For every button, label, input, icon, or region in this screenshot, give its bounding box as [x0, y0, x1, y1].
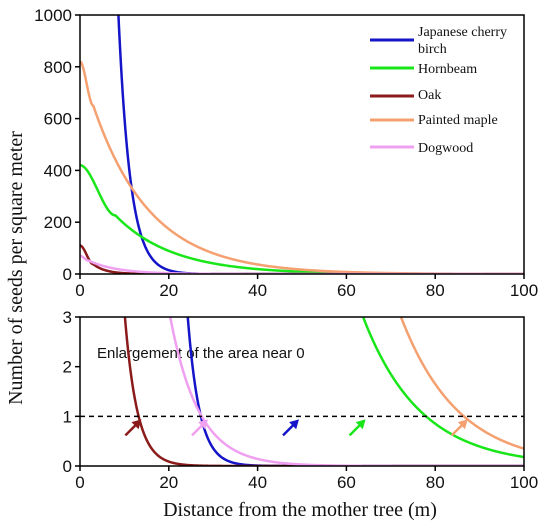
- y-tick-label-0-top: 0: [63, 265, 72, 284]
- top-panel-frame: [79, 14, 525, 275]
- crossing-arrow-hornbeam: [348, 419, 366, 437]
- y-tick-label-600-top: 600: [44, 110, 72, 129]
- series-line-painted-maple-top: [80, 60, 524, 274]
- legend-label-hornbeam: Hornbeam: [418, 62, 477, 77]
- y-tick-label-2-bottom: 2: [63, 358, 72, 377]
- x-tick-label-0-bottom: 0: [75, 473, 84, 492]
- top-curves: [80, 15, 524, 274]
- series-line-oak-bottom: [123, 317, 524, 466]
- crossing-arrow-dogwood: [191, 419, 208, 437]
- legend-label-japanese-cherry-birch: Japanese cherry birch: [418, 25, 511, 57]
- crossing-arrows: [124, 419, 468, 437]
- x-tick-label-80-bottom: 80: [426, 473, 445, 492]
- x-tick-label-100-top: 100: [510, 281, 538, 300]
- series-line-hornbeam-bottom: [361, 317, 524, 459]
- x-tick-label-60-top: 60: [337, 281, 356, 300]
- y-tick-label-800-top: 800: [44, 58, 72, 77]
- legend-label-dogwood: Dogwood: [418, 141, 473, 156]
- y-tick-label-3-bottom: 3: [63, 308, 72, 327]
- bottom-panel: Enlargement of the area near 0 0 20 40 60 80…: [63, 308, 539, 492]
- y-tick-label-1-bottom: 1: [63, 407, 72, 426]
- x-tick-label-100-bottom: 100: [510, 473, 538, 492]
- bottom-panel-frame: [79, 316, 525, 467]
- bottom-curves: [123, 317, 524, 466]
- crossing-arrow-painted-maple: [450, 419, 468, 437]
- legend-label-japanese-cherry-birch-line1: Japanese cherry: [418, 25, 507, 40]
- legend: Japanese cherry birch Hornbeam Oak Paint…: [370, 25, 511, 156]
- y-tick-label-0-bottom: 0: [63, 457, 72, 476]
- x-tick-label-80-top: 80: [426, 281, 445, 300]
- y-tick-label-1000-top: 1000: [34, 6, 72, 25]
- x-tick-label-0-top: 0: [75, 281, 84, 300]
- y-tick-label-400-top: 400: [44, 161, 72, 180]
- legend-label-japanese-cherry-birch-line2: birch: [418, 42, 447, 57]
- y-tick-label-200-top: 200: [44, 213, 72, 232]
- x-tick-label-40-top: 40: [248, 281, 267, 300]
- series-line-japanese-cherry-birch-top: [117, 15, 524, 274]
- x-tick-label-40-bottom: 40: [248, 473, 267, 492]
- y-axis-title: Number of seeds per square meter: [5, 131, 27, 405]
- crossing-arrow-japanese-cherry-birch: [282, 419, 299, 437]
- x-tick-label-20-top: 20: [159, 281, 178, 300]
- series-line-hornbeam-top: [80, 163, 524, 274]
- crossing-arrow-oak: [124, 419, 142, 437]
- x-axis-title: Distance from the mother tree (m): [163, 499, 437, 521]
- x-tick-label-20-bottom: 20: [159, 473, 178, 492]
- enlargement-annotation: Enlargement of the area near 0: [97, 345, 305, 362]
- bottom-ticks: 0 20 40 60 80 100 0 1 2 3: [63, 308, 539, 492]
- legend-label-oak: Oak: [418, 88, 441, 103]
- x-tick-label-60-bottom: 60: [337, 473, 356, 492]
- legend-label-painted-maple: Painted maple: [418, 113, 498, 128]
- series-line-painted-maple-bottom: [399, 317, 524, 450]
